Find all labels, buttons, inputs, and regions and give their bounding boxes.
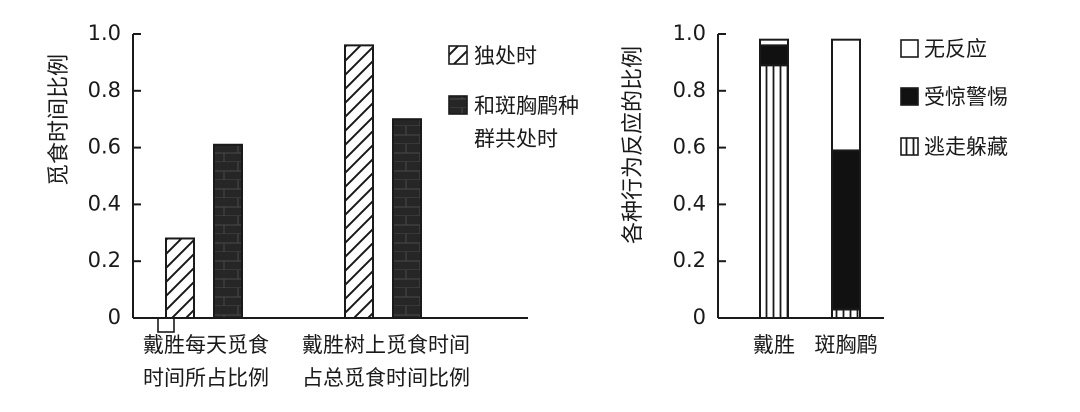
chart1-category-labels: 戴胜每天觅食 时间所占比例 戴胜树上觅食时间 占总觅食时间比例	[143, 333, 470, 390]
chart1-category-2-line-2: 占总觅食时间比例	[302, 366, 470, 390]
chart-foraging-time: 觅食时间比例 0 0.2 0.4 0.6 0.8 1.0 戴胜每天觅食 时间所占比例 戴胜…	[47, 21, 579, 390]
chart1-category-1-line-2: 时间所占比例	[143, 366, 269, 390]
chart2-legend-label-no-response: 无反应	[924, 37, 987, 61]
chart2-legend-swatch-flee	[900, 137, 919, 156]
chart2-y-ticks: 0 0.2 0.4 0.6 0.8 1.0	[673, 21, 726, 329]
chart2-bar-2-segment-2	[831, 149, 861, 311]
chart1-category-2-line-1: 戴胜树上觅食时间	[302, 333, 470, 357]
chart1-baseline-marker	[157, 317, 175, 333]
chart1-bar-series1-cat2	[344, 44, 374, 320]
chart2-bar-1-segment-3	[759, 38, 789, 47]
chart1-bar-series2-cat2	[392, 118, 422, 319]
chart2-bars	[759, 38, 861, 320]
chart2-bar-1-segment-1	[759, 64, 789, 319]
chart1-tick-label-4: 0.8	[88, 78, 121, 102]
chart1-y-ticks: 0 0.2 0.4 0.6 0.8 1.0	[88, 21, 141, 329]
chart2-tick-label-1: 0.2	[673, 248, 706, 272]
chart1-bars	[157, 44, 422, 333]
chart1-tick-label-5: 1.0	[88, 21, 121, 45]
chart1-bar-series1-cat1	[165, 237, 195, 319]
chart2-tick-label-3: 0.6	[673, 135, 706, 159]
chart2-legend-swatch-no-response	[900, 39, 919, 58]
chart1-legend: 独处时 和斑胸鹛种 群共处时	[448, 44, 579, 151]
chart2-legend-label-flee: 逃走躲藏	[924, 135, 1008, 159]
chart1-tick-label-3: 0.6	[88, 135, 121, 159]
chart1-legend-swatch-cohabiting	[448, 95, 468, 115]
chart2-tick-label-4: 0.8	[673, 78, 706, 102]
chart2-tick-label-2: 0.4	[673, 191, 706, 215]
chart1-category-1-line-1: 戴胜每天觅食	[143, 333, 269, 357]
chart1-tick-label-0: 0	[108, 305, 121, 329]
chart1-tick-label-1: 0.2	[88, 248, 121, 272]
chart2-bar-1-segment-2	[759, 44, 789, 67]
chart2-tick-label-0: 0	[693, 305, 706, 329]
chart1-legend-label-alone: 独处时	[474, 44, 537, 68]
chart2-category-babbler: 斑胸鹛	[815, 333, 878, 357]
chart1-legend-swatch-alone	[448, 45, 468, 65]
chart1-bar-series2-cat1	[213, 143, 243, 319]
chart1-y-axis-label: 觅食时间比例	[47, 54, 72, 186]
chart1-legend-label-cohabiting-line-2: 群共处时	[474, 127, 558, 151]
chart2-y-axis-label: 各种行为反应的比例	[621, 46, 646, 244]
chart2-legend-label-alert: 受惊警惕	[924, 85, 1008, 109]
chart-behavior-response: 各种行为反应的比例 0 0.2 0.4 0.6 0.8 1.0 戴胜 斑胸鹛 无反应 受惊…	[621, 21, 1008, 357]
chart2-category-hoopoe: 戴胜	[753, 333, 795, 357]
chart1-legend-label-cohabiting-line-1: 和斑胸鹛种	[474, 94, 579, 118]
chart2-tick-label-5: 1.0	[673, 21, 706, 45]
chart2-bar-2-segment-1	[831, 308, 861, 320]
chart2-bar-2-segment-3	[831, 38, 861, 152]
chart2-legend: 无反应 受惊警惕 逃走躲藏	[900, 37, 1008, 159]
chart2-legend-swatch-alert	[900, 87, 919, 106]
chart1-tick-label-2: 0.4	[88, 191, 121, 215]
